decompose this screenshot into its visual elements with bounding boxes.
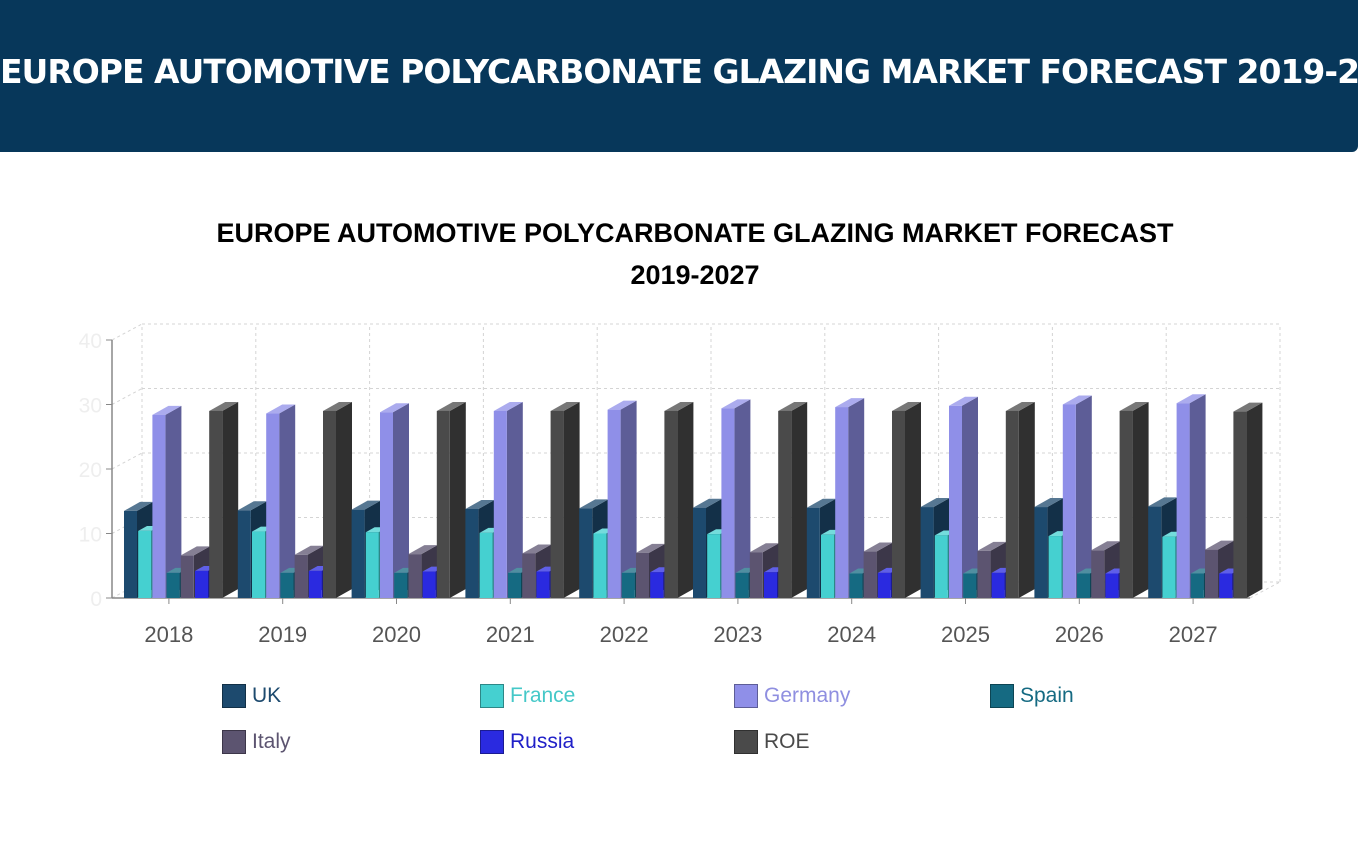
bar-roe-2019 — [323, 401, 352, 598]
legend-label: Italy — [252, 730, 291, 753]
bar-germany-2023 — [721, 399, 751, 598]
bar-roe-2027 — [1233, 402, 1263, 598]
chart-title-line-1: EUROPE AUTOMOTIVE POLYCARBONATE GLAZING … — [216, 218, 1174, 248]
legend-item-russia: Russia — [480, 729, 574, 755]
legend-swatch — [222, 730, 246, 754]
legend-label: Russia — [510, 730, 575, 753]
x-tick-label-2025: 2025 — [941, 622, 990, 647]
legend-label: France — [510, 684, 576, 707]
bar-germany-2019 — [266, 404, 296, 598]
gridline-side-30 — [111, 388, 143, 405]
chart-title: EUROPE AUTOMOTIVE POLYCARBONATE GLAZING … — [140, 212, 1250, 296]
bar-roe-2023 — [778, 401, 808, 598]
legend-item-france: France — [480, 683, 575, 709]
x-tick-label-2021: 2021 — [486, 622, 535, 647]
chart-title-line-2: 2019-2027 — [630, 260, 760, 290]
legend-item-germany: Germany — [734, 683, 850, 709]
x-tick-label-2027: 2027 — [1169, 622, 1218, 647]
bar-roe-2022 — [664, 401, 694, 598]
legend-swatch — [222, 684, 246, 708]
legend-swatch — [734, 684, 758, 708]
legend-label: Germany — [764, 684, 851, 707]
legend-swatch — [480, 684, 504, 708]
legend-swatch — [480, 730, 504, 754]
gridline-side-20 — [111, 452, 143, 470]
banner-title: EUROPE AUTOMOTIVE POLYCARBONATE GLAZING … — [0, 52, 1360, 91]
bar-germany-2027 — [1176, 394, 1206, 598]
legend-label: UK — [252, 684, 282, 707]
bar-roe-2021 — [550, 401, 580, 598]
bar-roe-2026 — [1119, 401, 1149, 598]
y-tick-label: 30 — [79, 395, 102, 418]
x-tick-label-2023: 2023 — [713, 622, 762, 647]
bar-germany-2022 — [607, 400, 637, 598]
bar-germany-2024 — [835, 398, 865, 598]
bar-germany-2020 — [380, 403, 409, 598]
y-tick-label: 20 — [79, 459, 102, 482]
bar-roe-2025 — [1005, 401, 1035, 598]
bar-germany-2025 — [949, 396, 978, 598]
y-tick-label: 0 — [90, 588, 102, 611]
legend-swatch — [990, 684, 1014, 708]
gridline-side-40 — [111, 323, 143, 341]
legend-swatch — [734, 730, 758, 754]
legend-item-italy: Italy — [222, 729, 291, 755]
legend-item-uk: UK — [222, 683, 281, 709]
bar-roe-2018 — [209, 401, 239, 598]
legend-item-spain: Spain — [990, 683, 1074, 709]
x-tick-label-2026: 2026 — [1055, 622, 1104, 647]
bar-germany-2021 — [493, 401, 523, 598]
y-tick-label: 40 — [79, 330, 102, 353]
x-tick-label-2024: 2024 — [827, 622, 876, 647]
bar-roe-2024 — [892, 401, 921, 598]
x-tick-label-2019: 2019 — [258, 622, 307, 647]
legend-item-roe: ROE — [734, 729, 810, 755]
x-tick-label-2018: 2018 — [144, 622, 193, 647]
legend-label: Spain — [1020, 684, 1074, 707]
x-tick-label-2022: 2022 — [600, 622, 649, 647]
bar-germany-2018 — [152, 405, 182, 598]
page-banner: EUROPE AUTOMOTIVE POLYCARBONATE GLAZING … — [0, 0, 1360, 152]
x-tick-label-2020: 2020 — [372, 622, 421, 647]
bar-germany-2026 — [1062, 395, 1092, 598]
legend-label: ROE — [764, 730, 810, 753]
bar-roe-2020 — [436, 401, 466, 598]
y-tick-label: 10 — [79, 524, 102, 547]
